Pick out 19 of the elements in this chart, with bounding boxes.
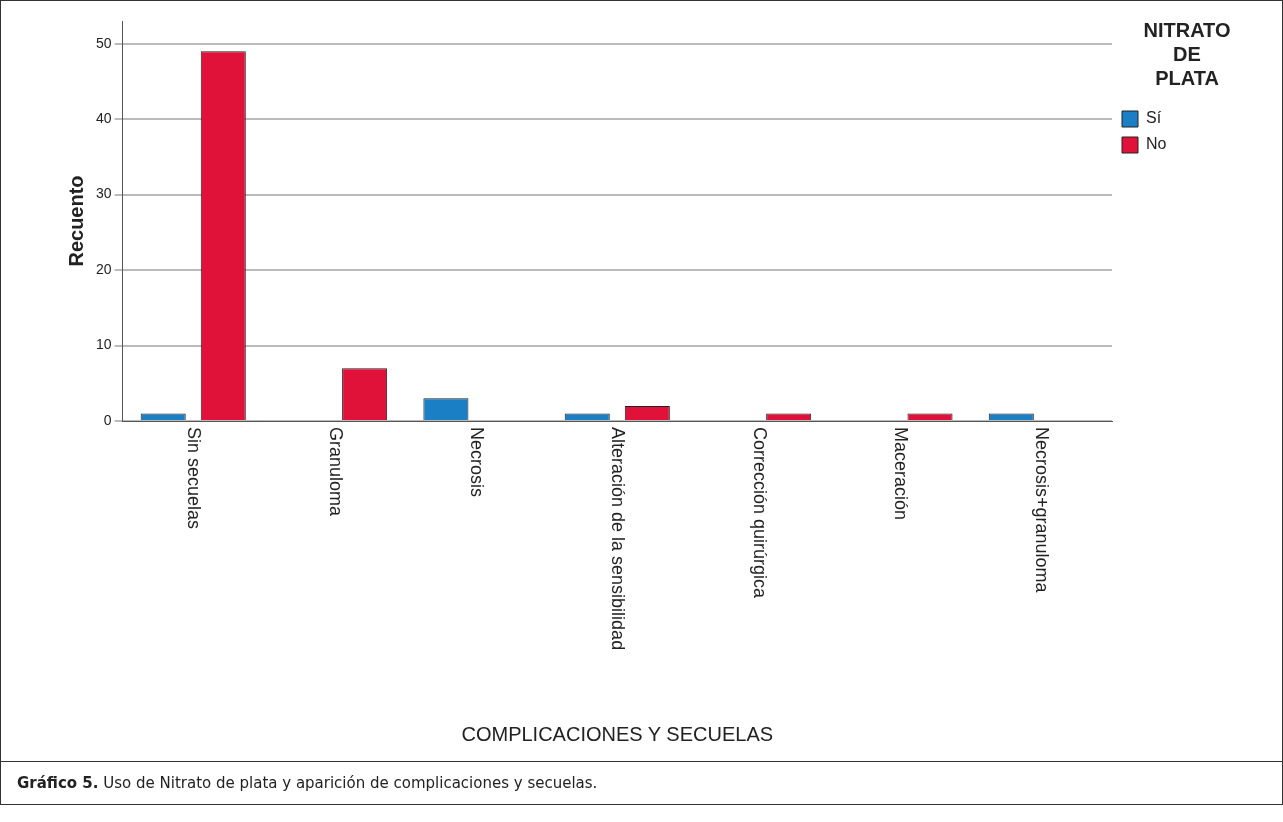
y-tick-label: 30 [95, 185, 112, 202]
x-tick-label: Necrosis [466, 427, 487, 498]
x-tick-label: Alteración de la sensibilidad [608, 427, 629, 651]
x-tick-label: Granuloma [325, 427, 346, 518]
x-tick-label: Maceración [891, 427, 912, 521]
y-tick-label: 40 [95, 109, 112, 126]
text: Gráfico 5. Uso de Nitrato de plata y aparición de complicaciones y secuelas. [17, 774, 599, 792]
x-axis-title: COMPLICACIONES Y SECUELAS [461, 722, 774, 745]
y-tick-label: 20 [95, 260, 112, 277]
y-tick-label: 0 [103, 411, 112, 428]
legend-label: Sí [1146, 109, 1162, 127]
x-tick-label: Necrosis+granuloma [1032, 427, 1053, 594]
y-axis-title: Recuento [64, 175, 87, 267]
legend-title: NITRATO DE PLATA [1143, 18, 1231, 89]
y-tick-label: 50 [95, 34, 112, 51]
y-tick-label: 10 [95, 336, 112, 353]
legend-label: No [1146, 135, 1167, 153]
x-tick-label: Sin secuelas [184, 427, 205, 530]
x-tick-label: Corrección quirúrgica [749, 427, 770, 600]
